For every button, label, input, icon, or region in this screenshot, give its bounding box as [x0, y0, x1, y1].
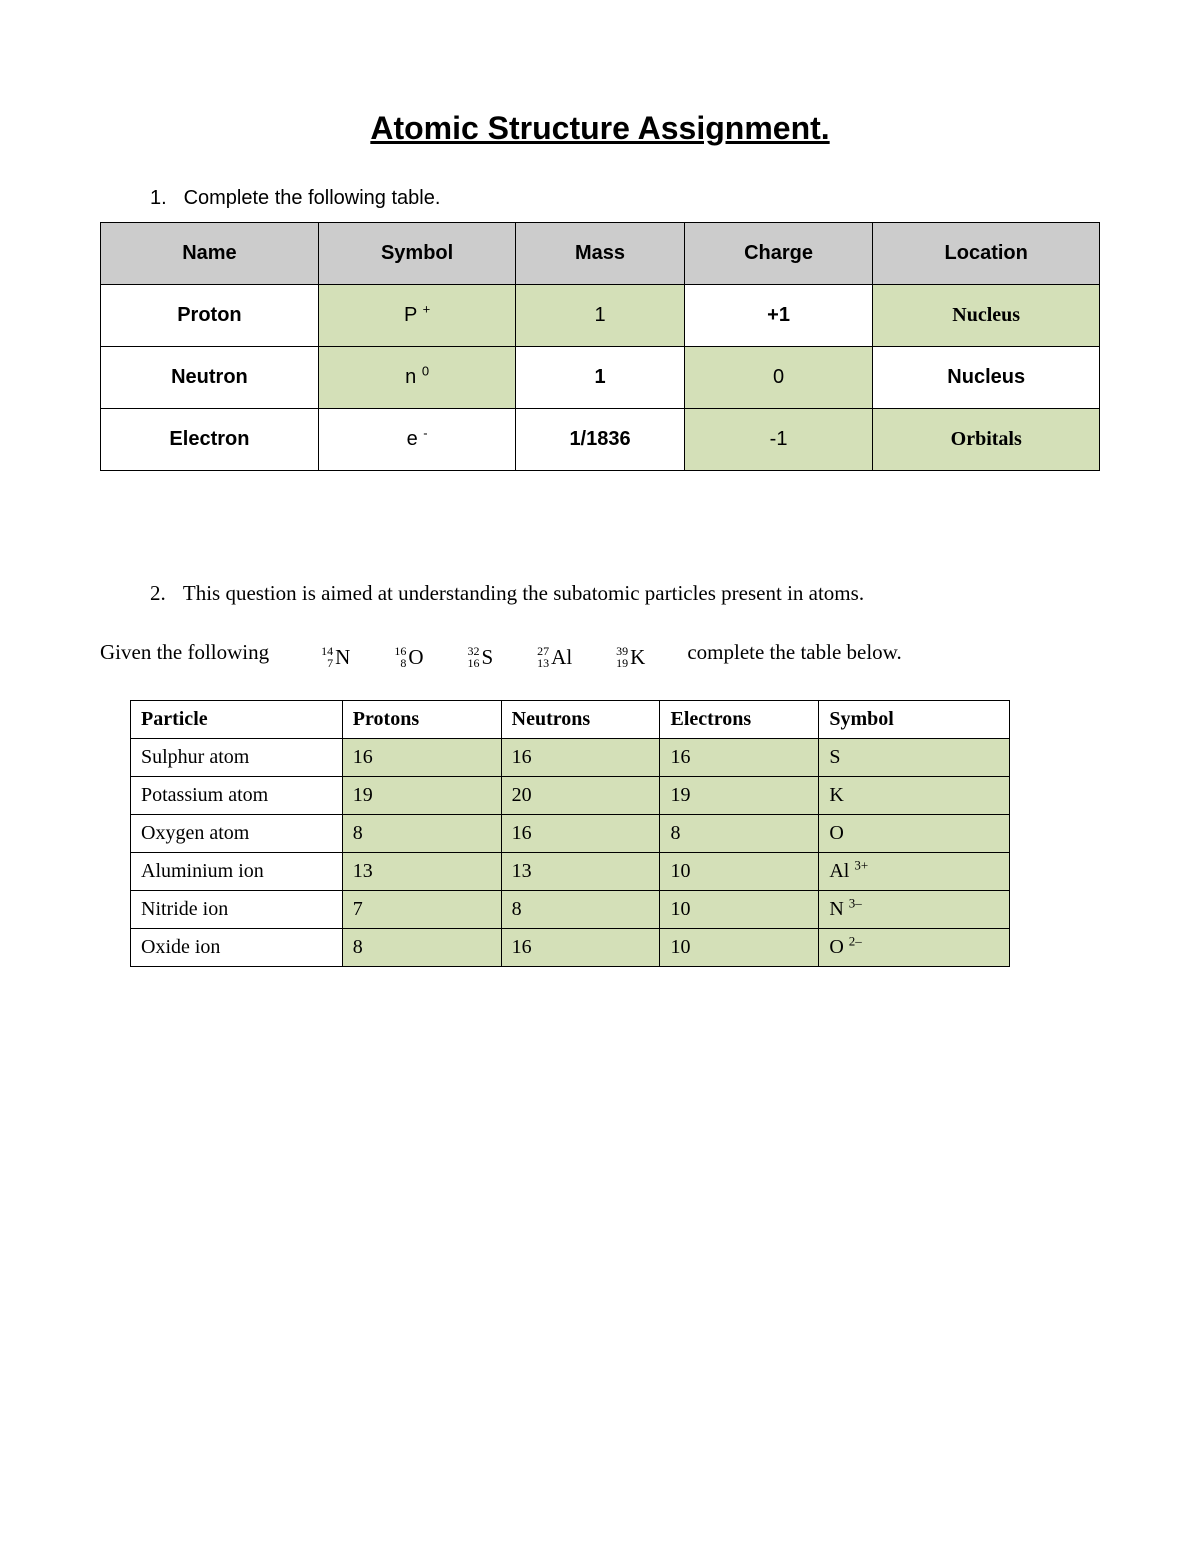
col-location: Location [873, 223, 1100, 285]
cell-symbol: O 2– [819, 928, 1010, 966]
cell-symbol: n 0 [318, 347, 515, 409]
cell-value: 20 [501, 776, 660, 814]
cell-location: Nucleus [873, 285, 1100, 347]
cell-value: 16 [501, 738, 660, 776]
cell-symbol: Al 3+ [819, 852, 1010, 890]
isotope-line: Given the following 147N 168O 3216S 2713Al 3… [100, 636, 1100, 670]
cell-name: Proton [101, 285, 319, 347]
cell-value: 13 [342, 852, 501, 890]
table-row: Sulphur atom161616S [131, 738, 1010, 776]
isotope: 2713Al [537, 645, 572, 670]
cell-symbol: O [819, 814, 1010, 852]
table-row: Oxygen atom8168O [131, 814, 1010, 852]
cell-value: 8 [501, 890, 660, 928]
table-header-row: Name Symbol Mass Charge Location [101, 223, 1100, 285]
q2-number: 2. [150, 581, 178, 606]
given-tail: complete the table below. [687, 640, 901, 665]
cell-value: 8 [342, 814, 501, 852]
cell-symbol: P + [318, 285, 515, 347]
q1-prompt: 1. Complete the following table. [150, 187, 1100, 210]
cell-value: 19 [342, 776, 501, 814]
isotope: 147N [321, 645, 350, 670]
q1-number: 1. [150, 187, 178, 210]
cell-charge: 0 [684, 347, 873, 409]
q2-text: This question is aimed at understanding … [183, 581, 864, 605]
table-row: Neutronn 010Nucleus [101, 347, 1100, 409]
cell-mass: 1 [516, 347, 684, 409]
cell-value: 10 [660, 852, 819, 890]
isotope: 168O [394, 645, 423, 670]
cell-location: Orbitals [873, 409, 1100, 471]
cell-symbol: K [819, 776, 1010, 814]
cell-symbol: S [819, 738, 1010, 776]
table-row: Nitride ion7810N 3– [131, 890, 1010, 928]
cell-charge: +1 [684, 285, 873, 347]
cell-value: 13 [501, 852, 660, 890]
col-symbol: Symbol [318, 223, 515, 285]
table-header-row: Particle Protons Neutrons Electrons Symb… [131, 700, 1010, 738]
cell-value: 16 [660, 738, 819, 776]
table-row: ProtonP +1+1Nucleus [101, 285, 1100, 347]
cell-value: 16 [342, 738, 501, 776]
given-lead: Given the following [100, 640, 269, 665]
col-symbol: Symbol [819, 700, 1010, 738]
col-electrons: Electrons [660, 700, 819, 738]
cell-particle: Sulphur atom [131, 738, 343, 776]
worksheet-page: Atomic Structure Assignment. 1. Complete… [0, 0, 1200, 967]
cell-value: 7 [342, 890, 501, 928]
col-name: Name [101, 223, 319, 285]
table-row: Potassium atom192019K [131, 776, 1010, 814]
col-neutrons: Neutrons [501, 700, 660, 738]
cell-particle: Oxide ion [131, 928, 343, 966]
col-protons: Protons [342, 700, 501, 738]
cell-mass: 1/1836 [516, 409, 684, 471]
cell-location: Nucleus [873, 347, 1100, 409]
cell-particle: Potassium atom [131, 776, 343, 814]
cell-value: 10 [660, 928, 819, 966]
cell-name: Electron [101, 409, 319, 471]
q2-prompt: 2. This question is aimed at understandi… [150, 581, 1100, 606]
cell-value: 16 [501, 814, 660, 852]
cell-mass: 1 [516, 285, 684, 347]
cell-value: 8 [660, 814, 819, 852]
cell-value: 19 [660, 776, 819, 814]
cell-charge: -1 [684, 409, 873, 471]
cell-value: 16 [501, 928, 660, 966]
page-title: Atomic Structure Assignment. [100, 110, 1100, 147]
col-particle: Particle [131, 700, 343, 738]
table-row: Oxide ion81610O 2– [131, 928, 1010, 966]
cell-value: 10 [660, 890, 819, 928]
cell-particle: Oxygen atom [131, 814, 343, 852]
q1-text: Complete the following table. [184, 187, 441, 209]
particles-table: Name Symbol Mass Charge Location ProtonP… [100, 222, 1100, 471]
col-charge: Charge [684, 223, 873, 285]
atoms-table: Particle Protons Neutrons Electrons Symb… [130, 700, 1010, 967]
isotope: 3919K [616, 645, 645, 670]
cell-name: Neutron [101, 347, 319, 409]
table-row: Aluminium ion131310Al 3+ [131, 852, 1010, 890]
col-mass: Mass [516, 223, 684, 285]
cell-value: 8 [342, 928, 501, 966]
table-row: Electrone -1/1836-1Orbitals [101, 409, 1100, 471]
cell-particle: Nitride ion [131, 890, 343, 928]
cell-symbol: e - [318, 409, 515, 471]
cell-symbol: N 3– [819, 890, 1010, 928]
isotope: 3216S [467, 645, 493, 670]
cell-particle: Aluminium ion [131, 852, 343, 890]
